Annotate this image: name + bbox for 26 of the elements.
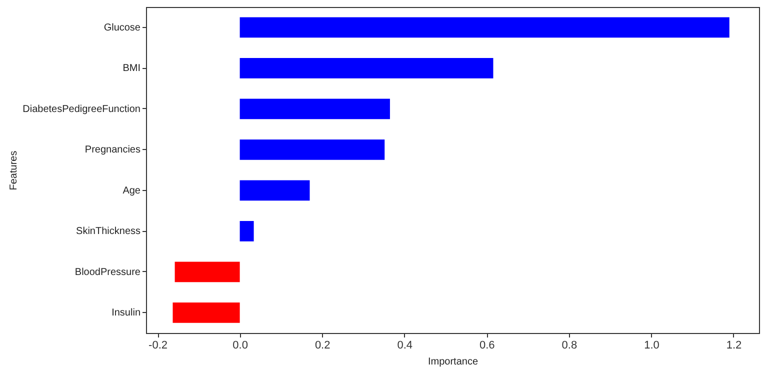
y-tick-label: BloodPressure	[74, 266, 141, 278]
x-tick-label: 0.8	[562, 340, 578, 352]
y-tick-label: Glucose	[104, 22, 141, 34]
y-tick-label: DiabetesPedigreeFunction	[22, 104, 140, 115]
x-axis-title: Importance	[428, 356, 478, 368]
x-tick-label: 1.2	[726, 340, 742, 352]
x-tick-label: 0.0	[232, 340, 248, 352]
y-tick-label: Pregnancies	[84, 144, 140, 156]
bar	[240, 98, 390, 120]
x-tick-label: -0.2	[148, 340, 168, 352]
x-tick-label: 0.4	[397, 340, 413, 352]
y-axis-title: Features	[8, 150, 20, 190]
bar	[240, 180, 310, 201]
x-tick-label: 0.6	[480, 340, 495, 352]
x-tick-label: 0.2	[314, 340, 330, 352]
y-tick-label: BMI	[122, 63, 140, 74]
bar	[240, 220, 254, 242]
y-tick-label: SkinThickness	[76, 226, 140, 238]
x-tick-label: 1.0	[644, 340, 660, 352]
bar	[174, 262, 240, 282]
y-tick-label: Insulin	[112, 308, 140, 319]
bar	[240, 17, 730, 38]
y-tick-label: Age	[122, 185, 141, 196]
bar	[240, 58, 494, 78]
bar	[240, 139, 385, 160]
bar	[172, 302, 240, 323]
